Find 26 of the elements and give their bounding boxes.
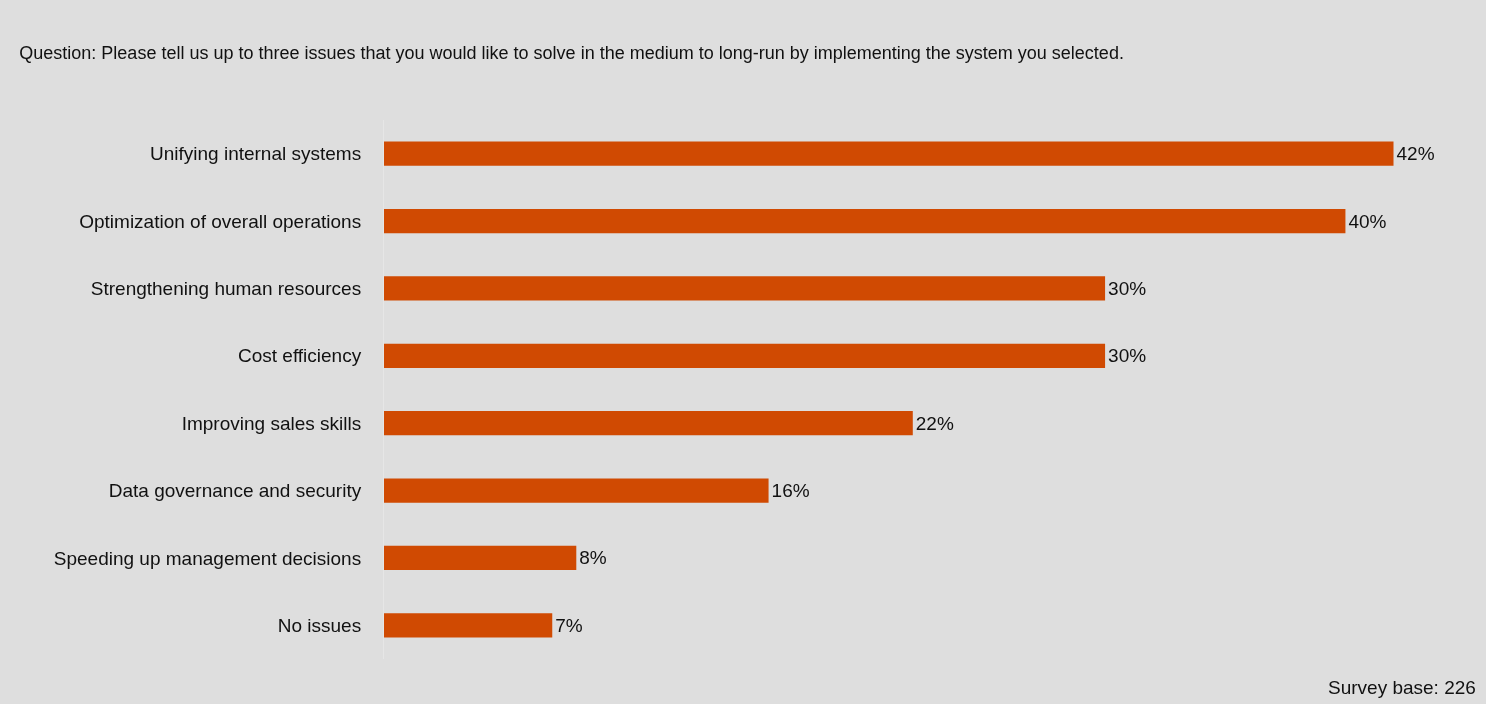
bar (384, 208, 1346, 234)
y-tick-label: No issues (277, 614, 362, 636)
bar (384, 411, 913, 436)
bar (384, 478, 769, 503)
y-tick-label: Improving sales skills (181, 412, 362, 434)
y-tick-label: Unifying internal systems (150, 143, 362, 165)
y-tick-label: Strengthening human resources (90, 278, 362, 300)
y-tick-label: Speeding up management decisions (53, 547, 362, 569)
data-label: 16% (771, 480, 810, 502)
bar (384, 613, 553, 638)
data-label: 22% (915, 412, 954, 434)
y-tick-label: Cost efficiency (238, 345, 362, 367)
chart-title: Question: Please tell us up to three issues that you would like to solve in the medium to long-run by implementing the system you selected. (19, 43, 1124, 64)
data-label: 40% (1348, 210, 1387, 232)
data-label: 7% (555, 614, 583, 636)
text: Survey base: 226 (1328, 677, 1476, 698)
bar (384, 343, 1106, 368)
bar (384, 141, 1394, 166)
bar (384, 276, 1106, 301)
bar (384, 545, 577, 571)
y-tick-label: Optimization of overall operations (79, 210, 362, 232)
data-label: 30% (1108, 345, 1147, 367)
y-tick-label: Data governance and security (108, 480, 362, 502)
data-label: 8% (579, 547, 607, 569)
data-label: 42% (1396, 143, 1435, 165)
data-label: 30% (1108, 277, 1147, 299)
